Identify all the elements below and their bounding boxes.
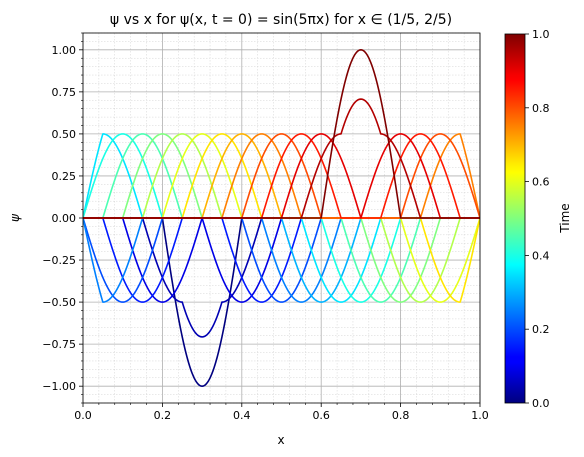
y-tick-label: 0.25 <box>52 170 77 183</box>
colorbar-tick-label: 0.6 <box>532 176 550 189</box>
plot-frame <box>82 32 481 404</box>
y-tick-label: −0.25 <box>42 254 76 267</box>
x-tick-label: 0.6 <box>312 409 330 422</box>
y-tick-label: 0.75 <box>52 86 77 99</box>
colorbar-tick-label: 0.2 <box>532 323 550 336</box>
colorbar-tick-label: 0.4 <box>532 249 550 262</box>
wave-snapshots <box>83 49 480 387</box>
colorbar-ticks: 0.0 0.2 0.4 0.6 0.8 1.0 <box>525 28 550 410</box>
x-tick-label: 1.0 <box>471 409 489 422</box>
colorbar <box>504 33 526 404</box>
x-tick-label: 0.8 <box>392 409 410 422</box>
colorbar-tick-label: 0.8 <box>532 102 550 115</box>
series-line-t-1.00 <box>83 49 480 219</box>
y-tick-label: 1.00 <box>52 44 77 57</box>
y-tick-label: 0.00 <box>52 212 77 225</box>
axes: 0.0 0.2 0.4 0.6 0.8 1.0 −1.00 −0.75 −0.50 −0.25 0.… <box>42 32 489 422</box>
y-axis-label: ψ <box>8 213 22 222</box>
x-tick-label: 0.2 <box>154 409 172 422</box>
x-axis-label: x <box>277 433 284 447</box>
x-tick-label: 0.0 <box>74 409 92 422</box>
y-tick-label: −0.50 <box>42 296 76 309</box>
x-tick-label: 0.4 <box>233 409 251 422</box>
y-tick-label: −1.00 <box>42 380 76 393</box>
colorbar-tick-label: 1.0 <box>532 28 550 41</box>
colorbar-label: Time <box>558 203 572 233</box>
y-tick-label: 0.50 <box>52 128 77 141</box>
colorbar-tick-label: 0.0 <box>532 397 550 410</box>
chart-title: ψ vs x for ψ(x, t = 0) = sin(5πx) for x … <box>110 12 452 28</box>
y-tick-label: −0.75 <box>42 338 76 351</box>
